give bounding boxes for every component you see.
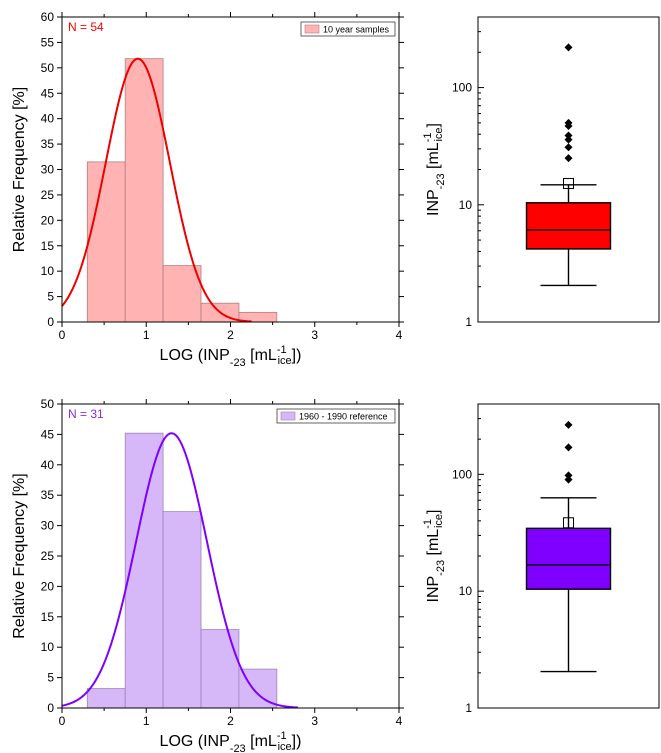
y-tick-label: 40 [41, 112, 55, 126]
histogram-bar [162, 265, 202, 323]
y-tick-label: 100 [452, 467, 472, 481]
legend-swatch [304, 24, 320, 34]
y-axis-title: INP-23 [mL-1ice] [422, 123, 447, 216]
y-tick-label: 25 [41, 549, 55, 563]
legend-label: 10 year samples [323, 25, 390, 35]
boxplot-panel-1: 1 10 100 INP-23 [mL-1ice] [422, 16, 660, 329]
y-tick-label: 45 [41, 427, 55, 441]
y-tick-label: 55 [41, 35, 55, 49]
histogram-bar [200, 629, 240, 709]
y-axis-title: Relative Frequency [%] [11, 473, 28, 638]
sample-count-label: N = 54 [68, 20, 104, 34]
histogram-bar [124, 58, 164, 323]
sample-count-label: N = 31 [68, 407, 104, 421]
x-tick-label: 4 [396, 328, 403, 342]
x-axis-title: LOG (INP-23 [mL-1 ice]) [160, 344, 302, 369]
mean-marker [563, 177, 574, 189]
outlier-point [564, 475, 573, 484]
y-tick-label: 10 [41, 640, 55, 654]
outlier-point [564, 143, 573, 152]
x-tick-label: 2 [227, 328, 234, 342]
y-axis-title: INP-23 [mL-1ice] [422, 510, 447, 603]
legend-swatch [280, 411, 296, 421]
outlier-point [564, 471, 573, 480]
legend: 10 year samples [300, 21, 396, 37]
y-tick-label: 1 [465, 701, 472, 715]
x-tick-label: 1 [143, 328, 150, 342]
x-tick-label: 2 [227, 714, 234, 728]
iqr-box [525, 202, 612, 250]
x-axis-title: LOG (INP-23 [mL-1 ice]) [160, 730, 302, 753]
histogram-bar [162, 511, 202, 709]
legend: 1960 - 1990 reference [276, 408, 396, 424]
y-tick-label: 60 [41, 10, 55, 24]
y-tick-label: 15 [41, 239, 55, 253]
histogram-bar [86, 688, 126, 709]
histogram-bar [86, 161, 126, 323]
outlier-point [564, 118, 573, 127]
y-tick-label: 20 [41, 213, 55, 227]
y-tick-label: 35 [41, 137, 55, 151]
y-tick-label: 0 [47, 701, 54, 715]
gaussian-fit-curve [61, 432, 298, 709]
y-tick-label: 50 [41, 397, 55, 411]
x-tick-label: 3 [311, 328, 318, 342]
y-tick-label: 10 [41, 264, 55, 278]
outlier-point [564, 135, 573, 144]
y-tick-label: 15 [41, 610, 55, 624]
iqr-box [525, 527, 612, 590]
y-tick-label: 20 [41, 579, 55, 593]
x-tick-label: 0 [59, 328, 66, 342]
y-tick-label: 0 [47, 315, 54, 329]
legend-box [276, 408, 396, 424]
y-tick-label: 50 [41, 61, 55, 75]
y-axis-title: Relative Frequency [%] [11, 87, 28, 252]
y-tick-label: 100 [452, 81, 472, 95]
x-tick-label: 0 [59, 714, 66, 728]
mean-marker [563, 517, 574, 529]
outlier-point [564, 131, 573, 140]
legend-box [300, 21, 396, 37]
y-tick-label: 5 [47, 671, 54, 685]
y-tick-label: 5 [47, 290, 54, 304]
legend-label: 1960 - 1990 reference [299, 412, 388, 422]
y-tick-label: 30 [41, 163, 55, 177]
y-tick-label: 25 [41, 188, 55, 202]
outlier-point [564, 443, 573, 452]
outlier-point [564, 420, 573, 429]
y-tick-label: 45 [41, 86, 55, 100]
outlier-point [564, 154, 573, 163]
x-tick-label: 1 [143, 714, 150, 728]
boxplot-panel-3: 1 10 100 INP-23 [mL-1ice] [422, 403, 660, 715]
y-tick-label: 1 [465, 315, 472, 329]
y-tick-label: 40 [41, 458, 55, 472]
y-tick-label: 30 [41, 519, 55, 533]
y-tick-label: 10 [459, 584, 473, 598]
gaussian-fit-curve [61, 57, 252, 323]
y-tick-label: 10 [459, 198, 473, 212]
x-tick-label: 3 [311, 714, 318, 728]
outlier-point [564, 43, 573, 52]
histogram-bar [124, 432, 164, 709]
y-tick-label: 35 [41, 488, 55, 502]
x-tick-label: 4 [396, 714, 403, 728]
